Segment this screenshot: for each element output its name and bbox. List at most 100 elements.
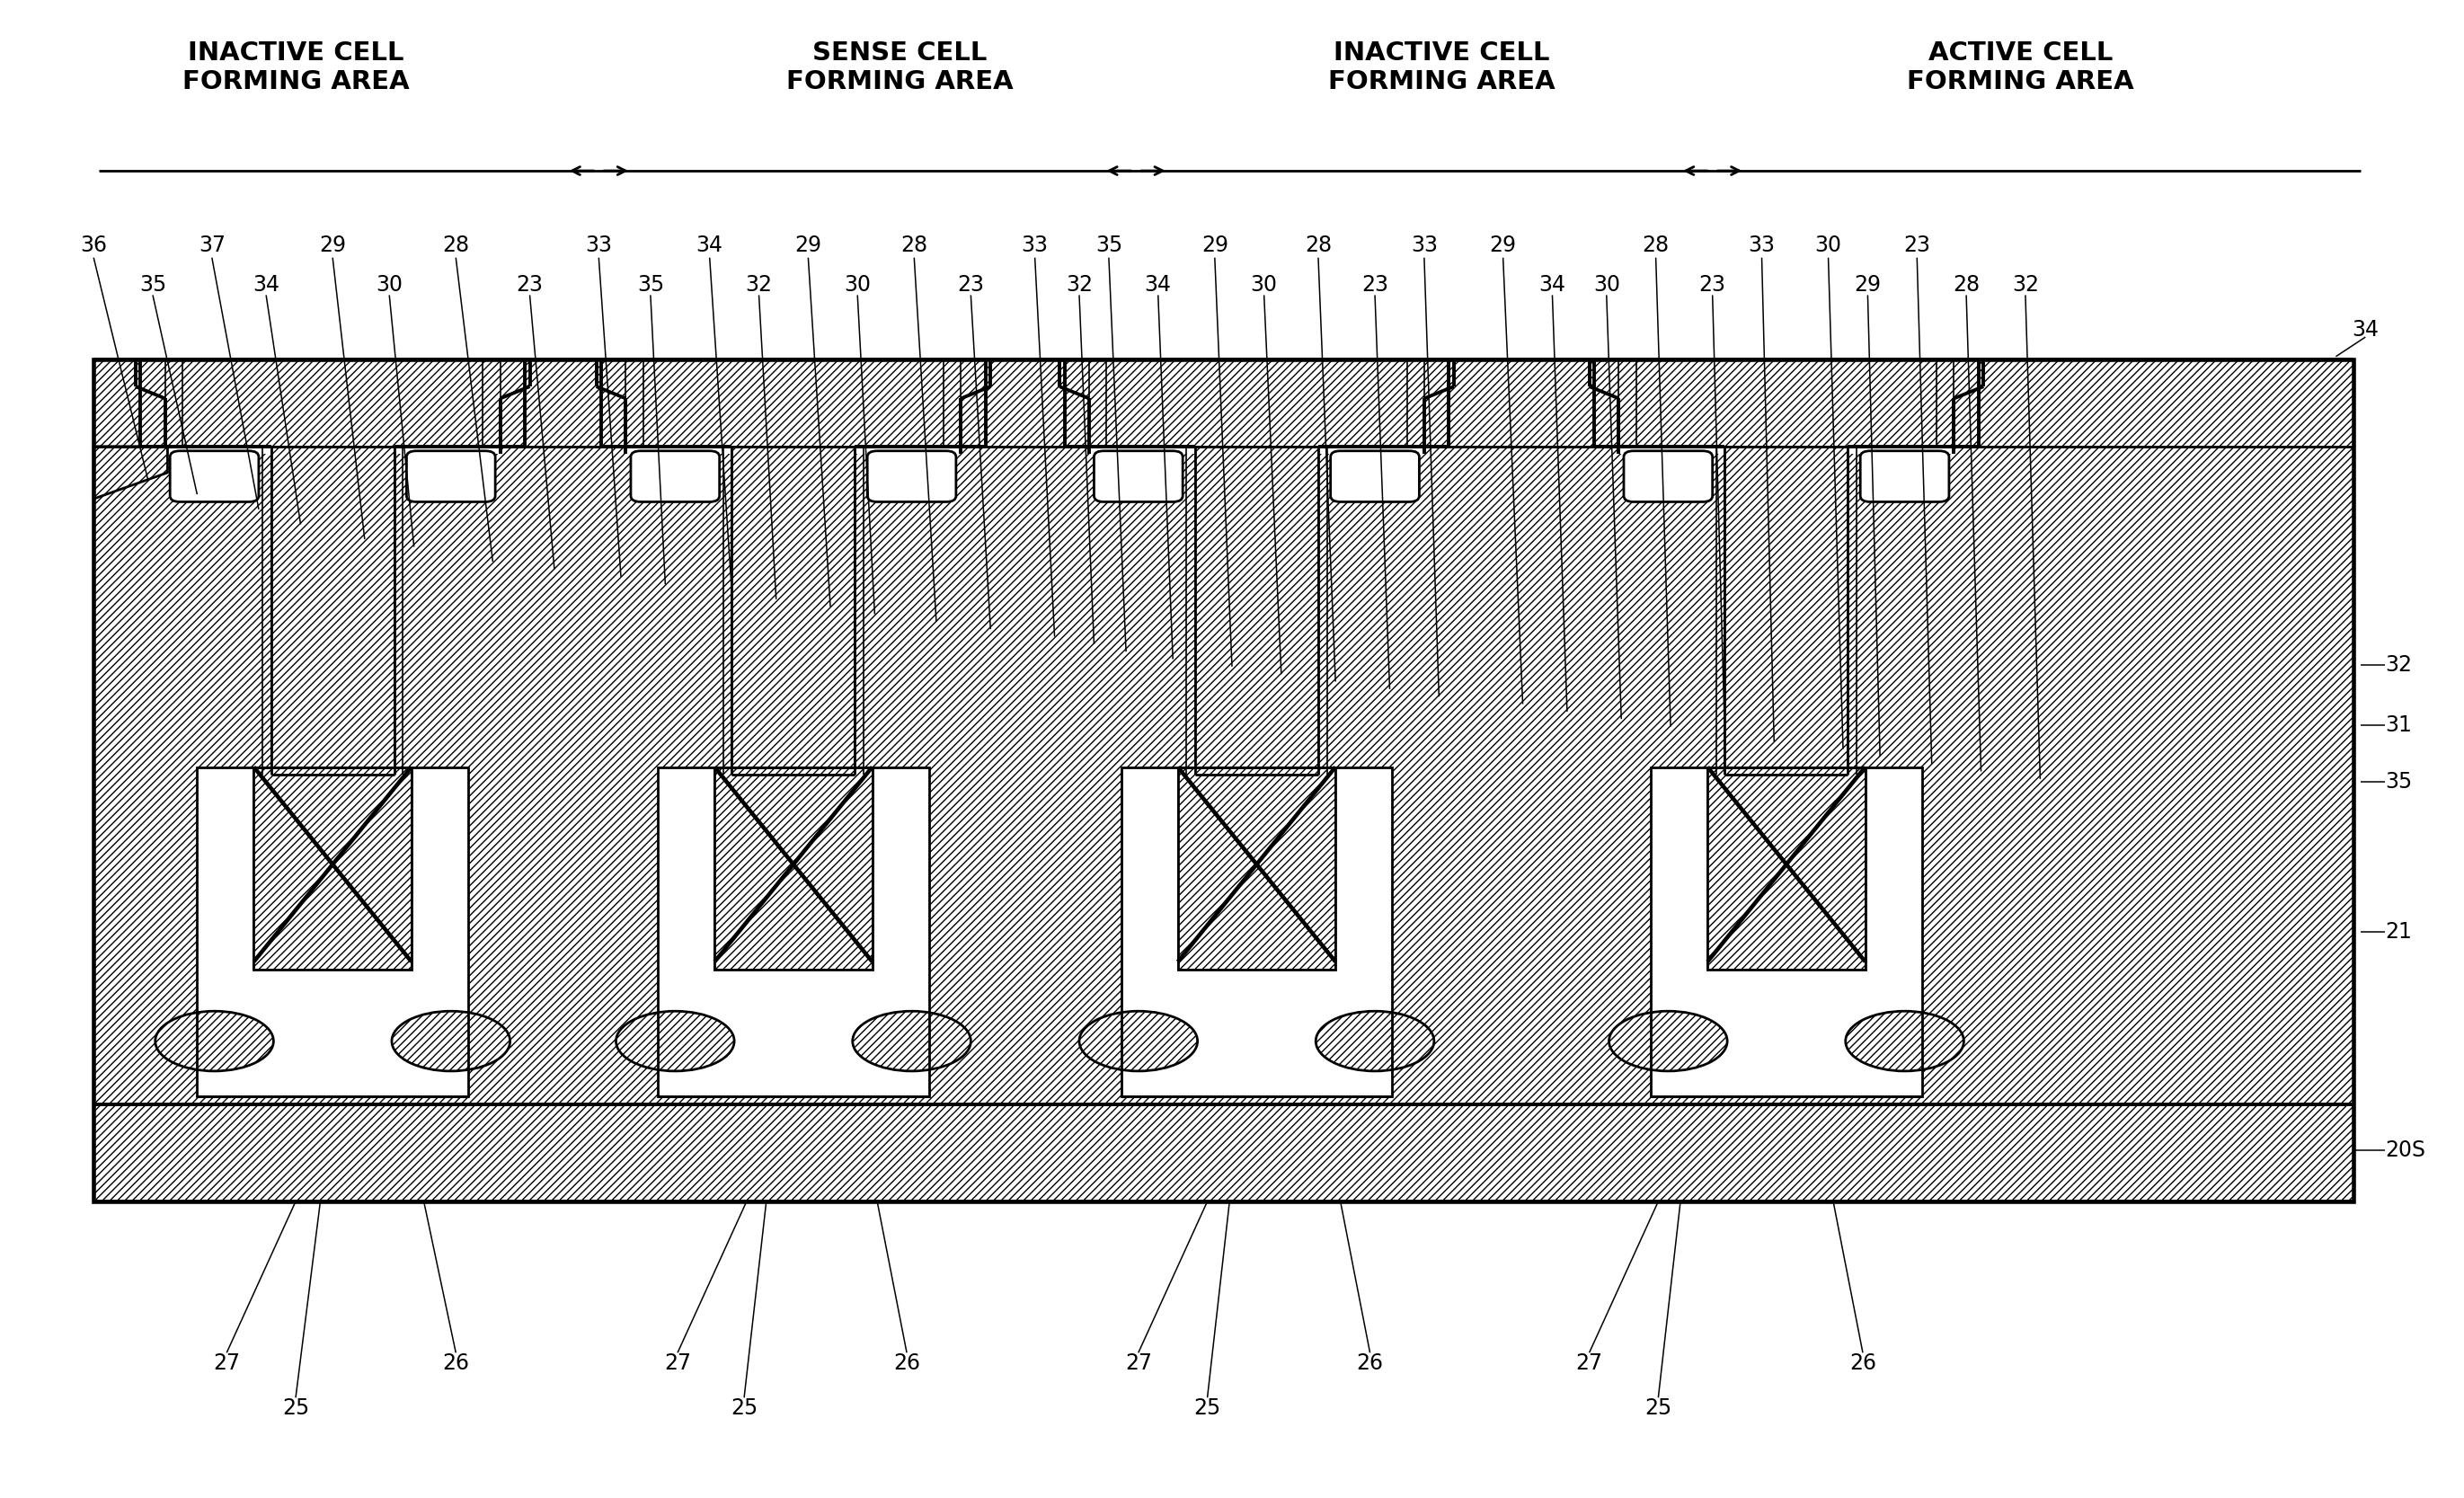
Text: 30: 30 bbox=[377, 274, 402, 295]
Polygon shape bbox=[94, 446, 168, 499]
Ellipse shape bbox=[155, 1011, 274, 1071]
Bar bbox=[1121, 767, 1392, 1097]
Text: 26: 26 bbox=[1850, 1353, 1875, 1374]
Text: 23: 23 bbox=[1363, 274, 1387, 295]
Bar bbox=[1089, 446, 1424, 454]
Text: 35: 35 bbox=[138, 274, 168, 295]
Ellipse shape bbox=[392, 1011, 510, 1071]
Bar bbox=[254, 767, 411, 969]
Bar bbox=[1619, 360, 1954, 446]
Text: 26: 26 bbox=[444, 1353, 468, 1374]
Text: 34: 34 bbox=[1540, 274, 1565, 295]
Text: 29: 29 bbox=[796, 235, 821, 256]
Text: 29: 29 bbox=[1491, 235, 1515, 256]
Text: 32: 32 bbox=[747, 274, 771, 295]
Bar bbox=[715, 767, 872, 969]
Text: 32: 32 bbox=[2385, 655, 2412, 676]
Text: 35: 35 bbox=[1094, 235, 1124, 256]
Text: 23: 23 bbox=[958, 274, 983, 295]
Text: 28: 28 bbox=[444, 235, 468, 256]
Bar bbox=[94, 360, 2353, 1201]
Bar bbox=[1619, 446, 1954, 454]
Text: 25: 25 bbox=[281, 1398, 310, 1419]
Text: 33: 33 bbox=[1412, 235, 1437, 256]
Text: 30: 30 bbox=[1594, 274, 1619, 295]
Text: 29: 29 bbox=[1855, 274, 1880, 295]
Bar bbox=[626, 446, 961, 454]
Text: 29: 29 bbox=[320, 235, 345, 256]
FancyBboxPatch shape bbox=[1094, 451, 1183, 502]
Text: 33: 33 bbox=[1023, 235, 1047, 256]
Text: 37: 37 bbox=[200, 235, 224, 256]
Bar bbox=[165, 360, 500, 446]
Bar bbox=[1651, 767, 1922, 1097]
Bar bbox=[94, 1104, 2353, 1201]
FancyBboxPatch shape bbox=[867, 451, 956, 502]
Text: 30: 30 bbox=[845, 274, 870, 295]
Text: 34: 34 bbox=[1146, 274, 1170, 295]
Text: 23: 23 bbox=[1700, 274, 1725, 295]
Text: 29: 29 bbox=[1202, 235, 1227, 256]
Text: 34: 34 bbox=[697, 235, 722, 256]
Bar bbox=[254, 767, 411, 969]
Text: 32: 32 bbox=[1067, 274, 1092, 295]
Text: 28: 28 bbox=[1954, 274, 1979, 295]
Text: 25: 25 bbox=[1643, 1398, 1673, 1419]
Text: 28: 28 bbox=[902, 235, 926, 256]
Text: 27: 27 bbox=[214, 1353, 239, 1374]
Text: 30: 30 bbox=[1816, 235, 1841, 256]
Bar bbox=[1708, 767, 1865, 969]
FancyBboxPatch shape bbox=[1331, 451, 1419, 502]
FancyBboxPatch shape bbox=[407, 451, 495, 502]
Bar bbox=[94, 1104, 2353, 1201]
Bar bbox=[1195, 446, 1318, 774]
Text: 33: 33 bbox=[1749, 235, 1774, 256]
Bar bbox=[94, 360, 2353, 1201]
FancyBboxPatch shape bbox=[170, 451, 259, 502]
Ellipse shape bbox=[616, 1011, 734, 1071]
Bar bbox=[1651, 767, 1922, 1097]
Text: ACTIVE CELL
FORMING AREA: ACTIVE CELL FORMING AREA bbox=[1907, 40, 2134, 94]
Bar bbox=[658, 767, 929, 1097]
Text: 31: 31 bbox=[2385, 715, 2412, 736]
Text: 23: 23 bbox=[517, 274, 542, 295]
Text: 34: 34 bbox=[254, 274, 278, 295]
Bar bbox=[197, 767, 468, 1097]
Bar bbox=[271, 446, 394, 774]
Text: 27: 27 bbox=[665, 1353, 690, 1374]
Text: 32: 32 bbox=[2013, 274, 2038, 295]
Bar bbox=[197, 767, 468, 1097]
Ellipse shape bbox=[853, 1011, 971, 1071]
Text: 26: 26 bbox=[1358, 1353, 1382, 1374]
Bar bbox=[1089, 360, 1424, 446]
Text: INACTIVE CELL
FORMING AREA: INACTIVE CELL FORMING AREA bbox=[182, 40, 409, 94]
FancyBboxPatch shape bbox=[1624, 451, 1712, 502]
Ellipse shape bbox=[1846, 1011, 1964, 1071]
Text: 27: 27 bbox=[1126, 1353, 1151, 1374]
Text: SENSE CELL
FORMING AREA: SENSE CELL FORMING AREA bbox=[786, 40, 1013, 94]
Bar bbox=[94, 360, 2353, 1104]
Text: 35: 35 bbox=[2385, 771, 2412, 792]
Bar bbox=[658, 767, 929, 1097]
Text: 30: 30 bbox=[1252, 274, 1276, 295]
Bar bbox=[165, 446, 500, 454]
Bar bbox=[1178, 767, 1335, 969]
Bar bbox=[94, 360, 2353, 446]
Ellipse shape bbox=[1316, 1011, 1434, 1071]
Text: 27: 27 bbox=[1577, 1353, 1602, 1374]
Text: 20S: 20S bbox=[2385, 1140, 2425, 1161]
Bar bbox=[732, 446, 855, 774]
Text: 28: 28 bbox=[1306, 235, 1331, 256]
Text: 23: 23 bbox=[1905, 235, 1929, 256]
Bar bbox=[1121, 767, 1392, 1097]
FancyBboxPatch shape bbox=[1860, 451, 1949, 502]
Ellipse shape bbox=[1079, 1011, 1198, 1071]
Bar bbox=[715, 767, 872, 969]
Bar bbox=[1178, 767, 1335, 969]
FancyBboxPatch shape bbox=[631, 451, 719, 502]
Bar bbox=[1708, 767, 1865, 969]
Text: 28: 28 bbox=[1643, 235, 1668, 256]
Text: 34: 34 bbox=[2353, 319, 2378, 340]
Text: 26: 26 bbox=[894, 1353, 919, 1374]
Text: 21: 21 bbox=[2385, 921, 2412, 942]
